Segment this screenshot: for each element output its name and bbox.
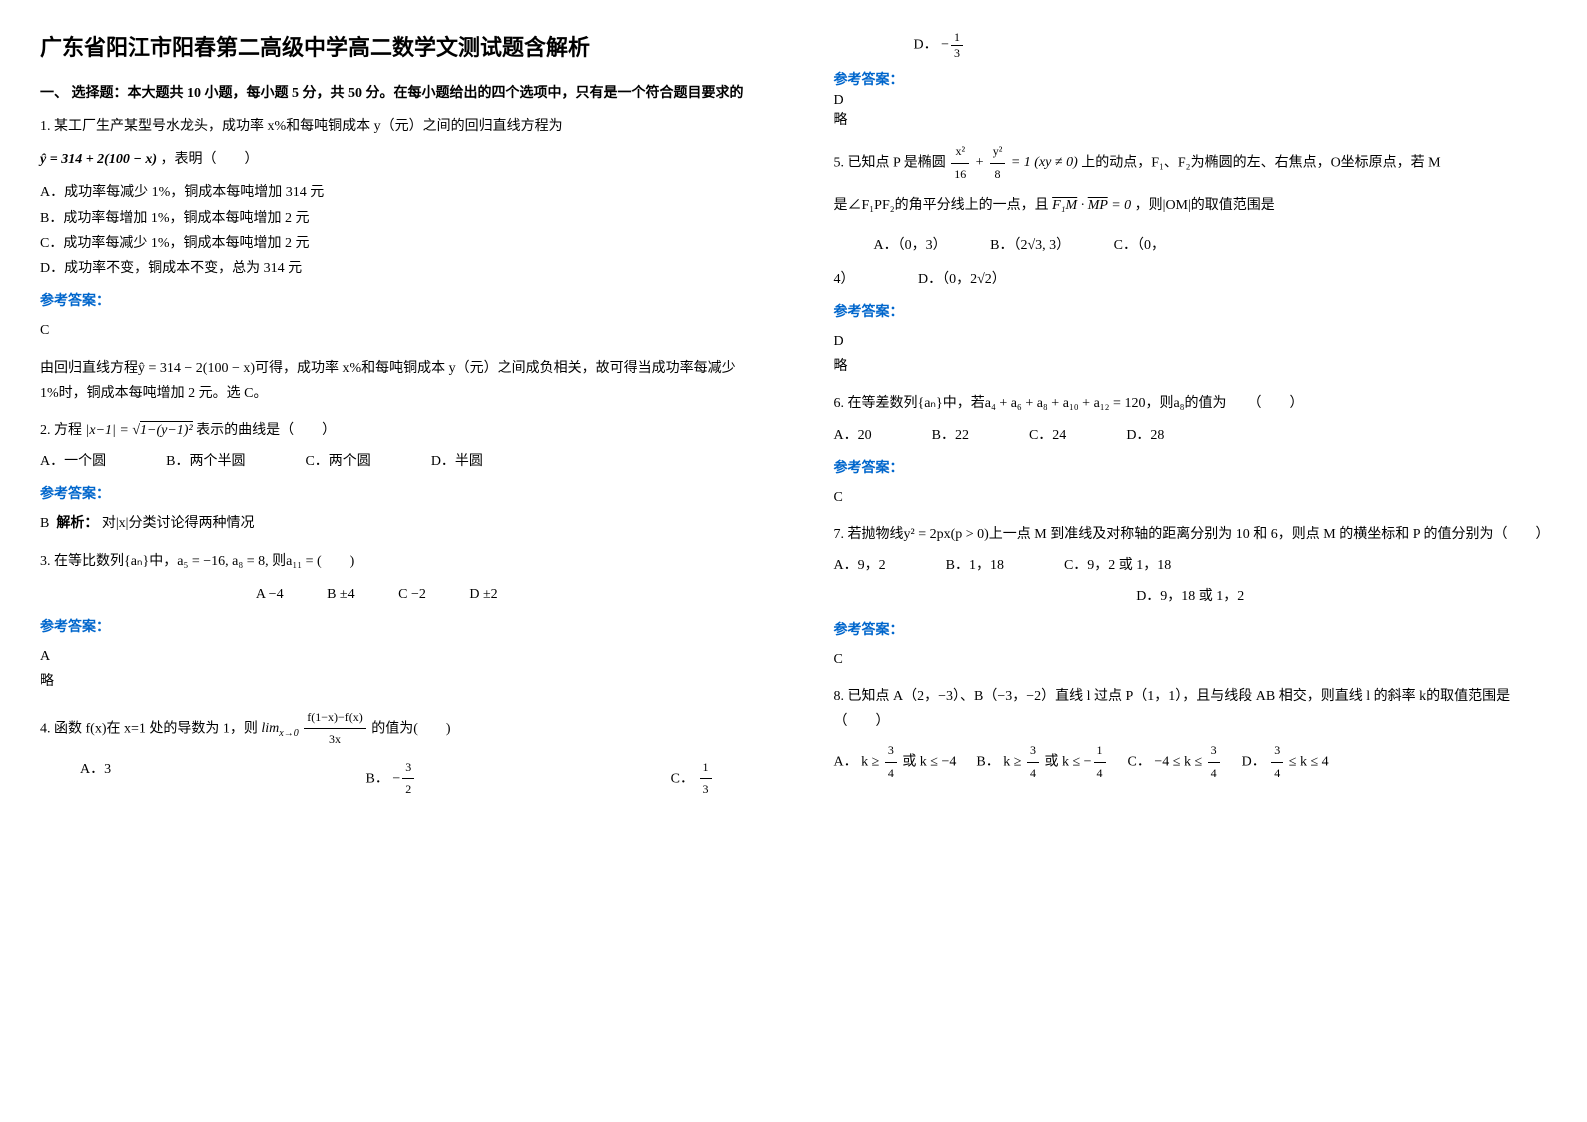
q5-optC: C．（0， bbox=[1114, 233, 1165, 258]
q5-answer-label: 参考答案： bbox=[834, 300, 1548, 325]
q4-optC: C． 13 bbox=[671, 757, 714, 801]
q4-optD: D． −13 bbox=[834, 30, 1548, 61]
q1-optA: A．成功率每减少 1%，铜成本每吨增加 314 元 bbox=[40, 180, 754, 205]
q5-vec: F₁M · MP = 0 bbox=[1052, 198, 1131, 213]
q5-stem1: 5. 已知点 P 是椭圆 bbox=[834, 155, 946, 170]
q5-optD: D．（0，2√2） bbox=[918, 267, 1006, 292]
q5-optB: B．（2√3, 3） bbox=[990, 233, 1070, 258]
q1-optB: B．成功率每增加 1%，铜成本每吨增加 2 元 bbox=[40, 206, 754, 231]
q7-optC: C．9，2 或 1，18 bbox=[1064, 553, 1171, 578]
q3-optD: D ±2 bbox=[469, 582, 497, 607]
q2-explain: 对|x|分类讨论得两种情况 bbox=[102, 516, 255, 531]
q1-explain: 由回归直线方程ŷ = 314 − 2(100 − x)可得，成功率 x%和每吨铜… bbox=[40, 356, 754, 406]
q7-optD: D．9，18 或 1，2 bbox=[834, 584, 1548, 609]
q2-answer: B bbox=[40, 516, 49, 531]
q5-options: A．（0，3） B．（2√3, 3） C．（0， 4） D．（0，2√2） bbox=[834, 233, 1548, 291]
q1-answer-label: 参考答案： bbox=[40, 289, 754, 314]
q2-optA: A．一个圆 bbox=[40, 449, 106, 474]
q2-tail: 表示的曲线是（ ） bbox=[196, 423, 336, 438]
q2-optC: C．两个圆 bbox=[305, 449, 370, 474]
q5-answer: D bbox=[834, 329, 1548, 354]
q3-optB: B ±4 bbox=[327, 582, 355, 607]
q6-answer: C bbox=[834, 485, 1548, 510]
q5-explain: 略 bbox=[834, 354, 1548, 379]
q4-answer: D bbox=[834, 93, 1548, 109]
q3-explain: 略 bbox=[40, 669, 754, 694]
question-5: 5. 已知点 P 是椭圆 x²16 + y²8 = 1 (xy ≠ 0) 上的动… bbox=[834, 141, 1548, 379]
q1-optC: C．成功率每减少 1%，铜成本每吨增加 2 元 bbox=[40, 231, 754, 256]
question-8: 8. 已知点 A（2，−3）、B（−3，−2）直线 l 过点 P（1，1），且与… bbox=[834, 684, 1548, 785]
q7-answer: C bbox=[834, 647, 1548, 672]
right-column: D． −13 参考答案： D 略 5. 已知点 P 是椭圆 x²16 + y²8… bbox=[794, 0, 1587, 843]
q7-options-row1: A．9，2 B．1，18 C．9，2 或 1，18 bbox=[834, 553, 1548, 578]
q6-optA: A．20 bbox=[834, 423, 872, 448]
q4-optB: B． −32 bbox=[366, 757, 417, 801]
q8-optB: B． k ≥ 34 或 k ≤ −14 bbox=[976, 740, 1107, 784]
section-header: 一、 选择题：本大题共 10 小题，每小题 5 分，共 50 分。在每小题给出的… bbox=[40, 82, 754, 102]
q1-optD: D．成功率不变，铜成本不变，总为 314 元 bbox=[40, 256, 754, 281]
q8-optA: A． k ≥ 34 或 k ≤ −4 bbox=[834, 740, 957, 784]
q7-answer-label: 参考答案： bbox=[834, 618, 1548, 643]
q1-answer: C bbox=[40, 318, 754, 343]
q6-optC: C．24 bbox=[1029, 423, 1066, 448]
question-1: 1. 某工厂生产某型号水龙头，成功率 x%和每吨铜成本 y（元）之间的回归直线方… bbox=[40, 114, 754, 406]
q4-explain: 略 bbox=[834, 109, 1548, 129]
question-7: 7. 若抛物线y² = 2px(p > 0)上一点 M 到准线及对称轴的距离分别… bbox=[834, 522, 1548, 672]
q7-stem: 7. 若抛物线y² = 2px(p > 0)上一点 M 到准线及对称轴的距离分别… bbox=[834, 522, 1548, 547]
q7-optB: B．1，18 bbox=[946, 553, 1004, 578]
q3-stem: 3. 在等比数列{aₙ}中，a₅ = −16, a₈ = 8, 则a₁₁ = (… bbox=[40, 549, 754, 574]
q6-optB: B．22 bbox=[932, 423, 969, 448]
q8-optD: D． 34 ≤ k ≤ 4 bbox=[1242, 740, 1329, 784]
q5-optC2: 4） bbox=[834, 272, 855, 287]
q4-stem: 4. 函数 f(x)在 x=1 处的导数为 1，则 bbox=[40, 721, 258, 736]
q2-explain-prefix: 解析： bbox=[56, 516, 98, 531]
q1-options: A．成功率每减少 1%，铜成本每吨增加 314 元 B．成功率每增加 1%，铜成… bbox=[40, 180, 754, 281]
q8-stem: 8. 已知点 A（2，−3）、B（−3，−2）直线 l 过点 P（1，1），且与… bbox=[834, 684, 1548, 734]
q5-optA: A．（0，3） bbox=[874, 233, 947, 258]
q4-optA: A．3 bbox=[80, 757, 111, 801]
q3-answer-label: 参考答案： bbox=[40, 615, 754, 640]
q4-answer-label: 参考答案： bbox=[834, 69, 1548, 89]
q6-optD: D．28 bbox=[1126, 423, 1164, 448]
q5-stem3: 是∠F₁PF₂的角平分线上的一点，且 bbox=[834, 198, 1049, 213]
q3-optA: A −4 bbox=[256, 582, 284, 607]
q4-tail: 的值为( ) bbox=[371, 721, 450, 736]
q1-stem: 1. 某工厂生产某型号水龙头，成功率 x%和每吨铜成本 y（元）之间的回归直线方… bbox=[40, 114, 754, 139]
page-title: 广东省阳江市阳春第二高级中学高二数学文测试题含解析 bbox=[40, 30, 754, 62]
q7-optA: A．9，2 bbox=[834, 553, 886, 578]
q2-stem: 2. 方程 bbox=[40, 423, 82, 438]
left-column: 广东省阳江市阳春第二高级中学高二数学文测试题含解析 一、 选择题：本大题共 10… bbox=[0, 0, 794, 843]
q5-stem4: ，则|OM|的取值范围是 bbox=[1135, 198, 1275, 213]
q3-options: A −4 B ±4 C −2 D ±2 bbox=[40, 582, 754, 607]
q1-formula: ŷ = 314 + 2(100 − x) bbox=[40, 152, 157, 167]
q3-answer: A bbox=[40, 644, 754, 669]
q3-optC: C −2 bbox=[398, 582, 426, 607]
q2-answer-label: 参考答案： bbox=[40, 482, 754, 507]
q4-options: A．3 B． −32 C． 13 bbox=[40, 757, 754, 801]
q2-options: A．一个圆 B．两个半圆 C．两个圆 D．半圆 bbox=[40, 449, 754, 474]
question-3: 3. 在等比数列{aₙ}中，a₅ = −16, a₈ = 8, 则a₁₁ = (… bbox=[40, 549, 754, 695]
q1-tail: ，表明（ ） bbox=[160, 152, 258, 167]
question-2: 2. 方程 |x−1| = √1−(y−1)² 表示的曲线是（ ） A．一个圆 … bbox=[40, 418, 754, 537]
q6-options: A．20 B．22 C．24 D．28 bbox=[834, 423, 1548, 448]
q8-optC: C． −4 ≤ k ≤ 34 bbox=[1128, 740, 1222, 784]
q2-optB: B．两个半圆 bbox=[166, 449, 245, 474]
q2-optD: D．半圆 bbox=[431, 449, 483, 474]
q4-limit: limx→0 f(1−x)−f(x)3x bbox=[261, 721, 371, 736]
q5-stem2: 上的动点，F₁、F₂为椭圆的左、右焦点，O坐标原点，若 M bbox=[1081, 155, 1440, 170]
q6-stem: 6. 在等差数列{aₙ}中，若a₄ + a₆ + a₈ + a₁₀ + a₁₂ … bbox=[834, 391, 1548, 416]
q6-answer-label: 参考答案： bbox=[834, 456, 1548, 481]
question-4: 4. 函数 f(x)在 x=1 处的导数为 1，则 limx→0 f(1−x)−… bbox=[40, 707, 754, 801]
q8-options: A． k ≥ 34 或 k ≤ −4 B． k ≥ 34 或 k ≤ −14 C… bbox=[834, 740, 1548, 784]
q5-ellipse: x²16 + y²8 = 1 (xy ≠ 0) bbox=[949, 155, 1081, 170]
question-6: 6. 在等差数列{aₙ}中，若a₄ + a₆ + a₈ + a₁₀ + a₁₂ … bbox=[834, 391, 1548, 510]
